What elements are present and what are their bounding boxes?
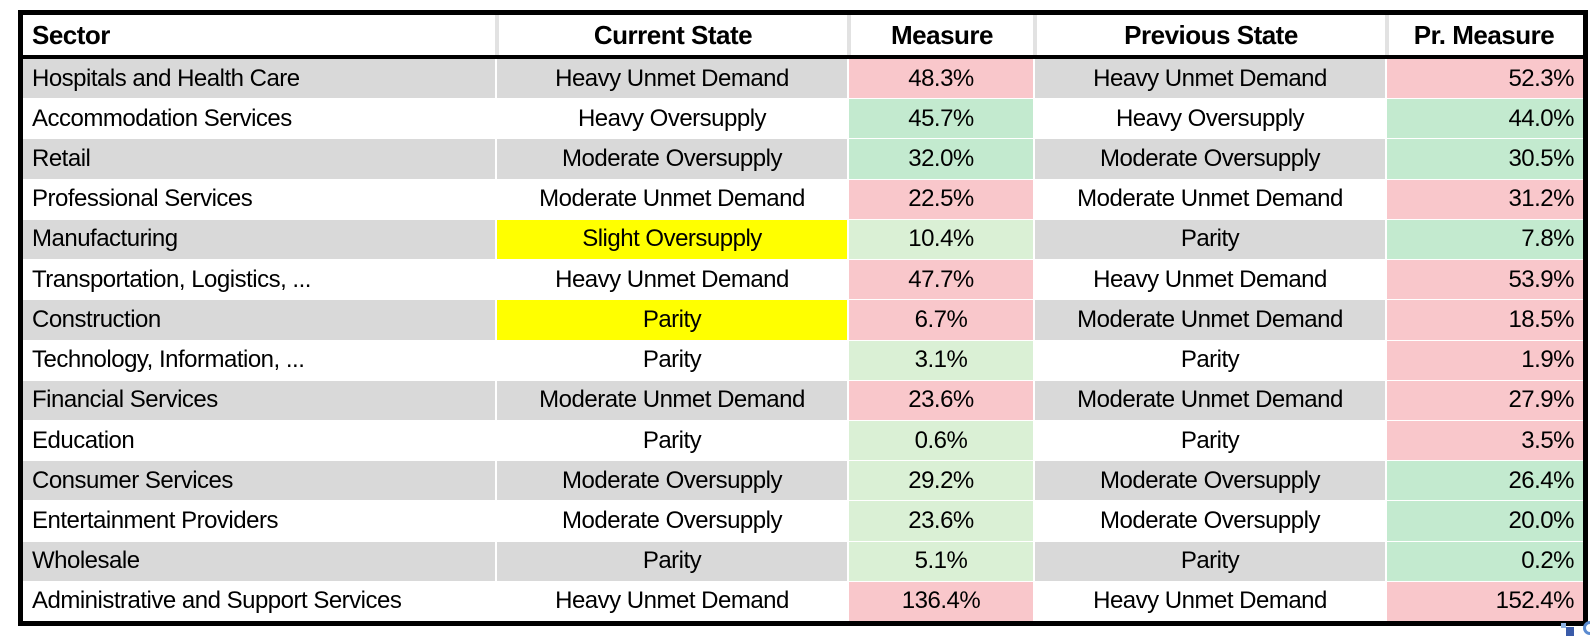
table-row: Hospitals and Health Care Heavy Unmet Dem… [23,59,1583,99]
table-row: Entertainment Providers Moderate Oversupp… [23,500,1583,541]
clipped-icon-fragment [1583,621,1590,635]
cell-sector[interactable]: Wholesale [23,541,495,581]
cell-previous-state[interactable]: Parity [1033,219,1385,260]
cell-previous-state[interactable]: Heavy Unmet Demand [1033,260,1385,300]
column-header-current-state[interactable]: Current State [495,15,847,55]
sector-state-table: Sector Current State Measure Previous St… [18,10,1588,626]
cell-sector[interactable]: Education [23,420,495,461]
cell-current-state[interactable]: Heavy Unmet Demand [495,581,847,622]
cell-previous-state[interactable]: Moderate Unmet Demand [1033,380,1385,420]
cell-pr-measure[interactable]: 7.8% [1385,219,1583,260]
cell-pr-measure[interactable]: 27.9% [1385,380,1583,420]
cell-current-state[interactable]: Moderate Unmet Demand [495,380,847,420]
cell-sector[interactable]: Manufacturing [23,219,495,260]
table-header-row: Sector Current State Measure Previous St… [23,15,1583,59]
cell-pr-measure[interactable]: 18.5% [1385,300,1583,340]
table-row: Transportation, Logistics, ... Heavy Unme… [23,259,1583,300]
cell-measure[interactable]: 22.5% [847,179,1033,219]
table-row: Administrative and Support Services Heavy… [23,580,1583,622]
cell-measure[interactable]: 23.6% [847,380,1033,420]
table-row: Consumer Services Moderate Oversupply 29.2… [23,460,1583,501]
cell-measure[interactable]: 47.7% [847,260,1033,300]
cell-previous-state[interactable]: Parity [1033,420,1385,461]
cell-measure[interactable]: 6.7% [847,300,1033,340]
cell-previous-state[interactable]: Heavy Unmet Demand [1033,581,1385,622]
cell-pr-measure[interactable]: 20.0% [1385,501,1583,541]
cell-current-state[interactable]: Moderate Oversupply [495,501,847,541]
cell-measure[interactable]: 10.4% [847,219,1033,260]
cell-previous-state[interactable]: Moderate Oversupply [1033,501,1385,541]
cell-previous-state[interactable]: Moderate Unmet Demand [1033,179,1385,219]
cell-measure[interactable]: 23.6% [847,501,1033,541]
cell-sector[interactable]: Accommodation Services [23,99,495,139]
quick-analysis-icon[interactable] [1561,623,1577,637]
cell-previous-state[interactable]: Moderate Oversupply [1033,461,1385,501]
table-row: Retail Moderate Oversupply 32.0% Moderate O… [23,138,1583,179]
icon-square-dark [1566,627,1574,636]
cell-current-state[interactable]: Moderate Oversupply [495,461,847,501]
table-row: Accommodation Services Heavy Oversupply 45… [23,98,1583,139]
cell-sector[interactable]: Financial Services [23,380,495,420]
cell-sector[interactable]: Administrative and Support Services [23,581,495,622]
cell-pr-measure[interactable]: 3.5% [1385,420,1583,461]
cell-pr-measure[interactable]: 1.9% [1385,340,1583,380]
table-row: Technology, Information, ... Parity 3.1% Pa… [23,339,1583,380]
cell-previous-state[interactable]: Parity [1033,340,1385,380]
cell-sector[interactable]: Construction [23,300,495,340]
cell-current-state[interactable]: Parity [495,340,847,380]
cell-sector[interactable]: Transportation, Logistics, ... [23,260,495,300]
cell-pr-measure[interactable]: 152.4% [1385,581,1583,622]
cell-previous-state[interactable]: Moderate Unmet Demand [1033,300,1385,340]
cell-sector[interactable]: Hospitals and Health Care [23,59,495,99]
cell-current-state[interactable]: Heavy Oversupply [495,99,847,139]
cell-pr-measure[interactable]: 30.5% [1385,139,1583,179]
cell-sector[interactable]: Consumer Services [23,461,495,501]
cell-previous-state[interactable]: Heavy Unmet Demand [1033,59,1385,99]
cell-measure[interactable]: 48.3% [847,59,1033,99]
column-header-sector[interactable]: Sector [32,19,110,50]
cell-current-state[interactable]: Parity [495,420,847,461]
column-header-previous-state[interactable]: Previous State [1033,15,1385,55]
cell-current-state[interactable]: Parity [495,300,847,340]
table-body: Hospitals and Health Care Heavy Unmet Dem… [23,59,1583,622]
table-row: Education Parity 0.6% Parity 3.5% [23,419,1583,461]
cell-measure[interactable]: 32.0% [847,139,1033,179]
cell-pr-measure[interactable]: 31.2% [1385,179,1583,219]
cell-previous-state[interactable]: Moderate Oversupply [1033,139,1385,179]
cell-pr-measure[interactable]: 26.4% [1385,461,1583,501]
column-header-pr-measure[interactable]: Pr. Measure [1385,15,1583,55]
cell-sector[interactable]: Professional Services [23,179,495,219]
cell-sector[interactable]: Retail [23,139,495,179]
cell-measure[interactable]: 5.1% [847,541,1033,581]
table-row: Construction Parity 6.7% Moderate Unmet Dem… [23,299,1583,340]
cell-pr-measure[interactable]: 52.3% [1385,59,1583,99]
cell-previous-state[interactable]: Heavy Oversupply [1033,99,1385,139]
cell-current-state[interactable]: Moderate Oversupply [495,139,847,179]
table-row: Wholesale Parity 5.1% Parity 0.2% [23,540,1583,581]
cell-current-state[interactable]: Moderate Unmet Demand [495,179,847,219]
table-row: Professional Services Moderate Unmet Dema… [23,178,1583,219]
cell-measure[interactable]: 45.7% [847,99,1033,139]
cell-measure[interactable]: 29.2% [847,461,1033,501]
column-header-measure[interactable]: Measure [847,15,1033,55]
table-row: Manufacturing Slight Oversupply 10.4% Parit… [23,218,1583,260]
cell-current-state[interactable]: Heavy Unmet Demand [495,260,847,300]
cell-pr-measure[interactable]: 53.9% [1385,260,1583,300]
cell-measure[interactable]: 136.4% [847,581,1033,622]
cell-current-state[interactable]: Slight Oversupply [495,219,847,260]
cell-pr-measure[interactable]: 44.0% [1385,99,1583,139]
cell-sector[interactable]: Technology, Information, ... [23,340,495,380]
cell-current-state[interactable]: Parity [495,541,847,581]
cell-measure[interactable]: 3.1% [847,340,1033,380]
cell-measure[interactable]: 0.6% [847,420,1033,461]
cell-current-state[interactable]: Heavy Unmet Demand [495,59,847,99]
cell-pr-measure[interactable]: 0.2% [1385,541,1583,581]
icon-square-light [1561,623,1566,628]
cell-sector[interactable]: Entertainment Providers [23,501,495,541]
cell-previous-state[interactable]: Parity [1033,541,1385,581]
table-row: Financial Services Moderate Unmet Demand 2… [23,379,1583,420]
